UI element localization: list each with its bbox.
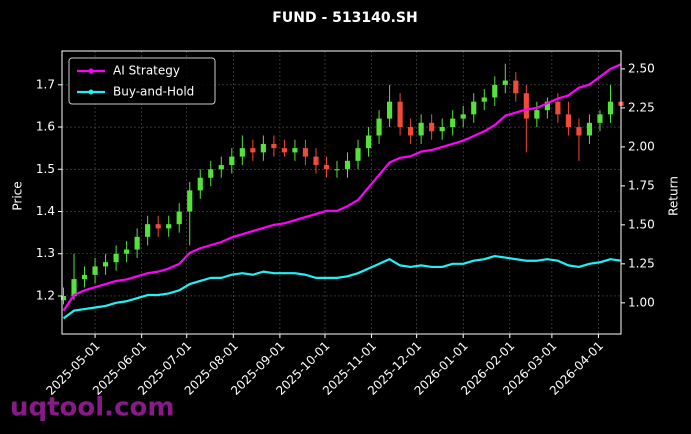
- candle-body: [576, 127, 582, 136]
- candle-body: [250, 148, 256, 153]
- candle-body: [323, 165, 330, 170]
- candle-body: [197, 177, 203, 191]
- line-series: [62, 254, 622, 320]
- y-tick-label: 1.5: [36, 162, 55, 176]
- candle-body: [229, 156, 235, 166]
- candle-body: [544, 101, 550, 111]
- y2-axis-title: Return: [667, 176, 681, 216]
- candle-body: [218, 165, 224, 170]
- candle-body: [344, 160, 351, 170]
- candle-body: [534, 110, 540, 119]
- legend-box: [68, 57, 216, 105]
- candle-body: [134, 236, 140, 250]
- candle-body: [376, 118, 382, 136]
- candle-body: [450, 118, 456, 128]
- line-series: [62, 63, 622, 312]
- candle-body: [313, 156, 319, 166]
- candle-body: [429, 122, 435, 132]
- candle-body: [492, 84, 498, 98]
- candle-body: [281, 148, 287, 153]
- watermark: uqtool.com: [10, 393, 174, 423]
- y-tick-label: 1.3: [36, 246, 55, 260]
- candle-body: [155, 224, 161, 229]
- candle-body: [92, 266, 98, 275]
- candle-body: [607, 101, 614, 115]
- candle-body: [302, 148, 309, 157]
- candle-body: [397, 101, 403, 128]
- candle-body: [481, 97, 487, 102]
- y-tick-label: 1.4: [36, 204, 55, 218]
- candle-body: [145, 224, 151, 237]
- candle-body: [502, 80, 508, 85]
- candle-body: [334, 169, 340, 171]
- candle-body: [355, 148, 361, 161]
- candle-body: [471, 101, 477, 115]
- y2-tick-label: 1.50: [628, 217, 655, 231]
- candle-body: [166, 224, 172, 229]
- plot-frame: [61, 50, 622, 335]
- candle-body: [386, 101, 393, 119]
- candle-body: [408, 127, 414, 136]
- candle-body: [260, 143, 266, 153]
- y2-tick-label: 1.00: [628, 295, 655, 309]
- candle-body: [439, 127, 445, 132]
- candle-body: [239, 148, 245, 157]
- chart-title: FUND - 513140.SH: [272, 10, 417, 26]
- candle-body: [187, 190, 193, 212]
- y2-tick-label: 1.75: [628, 178, 655, 192]
- candle-body: [513, 80, 519, 94]
- candle-body: [102, 262, 109, 267]
- candle-body: [71, 279, 77, 296]
- candle-body: [565, 114, 571, 128]
- candle-body: [586, 122, 593, 136]
- legend-label: AI Strategy: [113, 64, 180, 78]
- candle-body: [113, 253, 119, 263]
- legend-label: Buy-and-Hold: [113, 85, 194, 99]
- candle-body: [176, 211, 182, 225]
- candle-body: [523, 93, 529, 119]
- y2-tick-label: 2.00: [628, 139, 655, 153]
- candle-body: [555, 101, 561, 115]
- candle-body: [81, 274, 88, 280]
- y-axis-title: Price: [11, 181, 25, 210]
- y2-tick-label: 1.25: [628, 256, 655, 270]
- y-tick-label: 1.6: [36, 120, 55, 134]
- candle-body: [271, 143, 277, 149]
- legend-marker: [88, 89, 94, 95]
- legend-marker: [88, 68, 94, 74]
- y2-tick-label: 2.50: [628, 61, 655, 75]
- y2-tick-label: 2.25: [628, 100, 655, 114]
- candle-body: [292, 148, 298, 153]
- candle-body: [597, 114, 603, 123]
- candle-body: [365, 135, 372, 149]
- candle-body: [460, 114, 466, 119]
- candle-body: [208, 169, 214, 178]
- y-tick-label: 1.2: [36, 288, 55, 302]
- candle-body: [60, 295, 67, 301]
- candle-body: [124, 249, 130, 254]
- candle-body: [418, 122, 424, 136]
- y-tick-label: 1.7: [36, 77, 55, 91]
